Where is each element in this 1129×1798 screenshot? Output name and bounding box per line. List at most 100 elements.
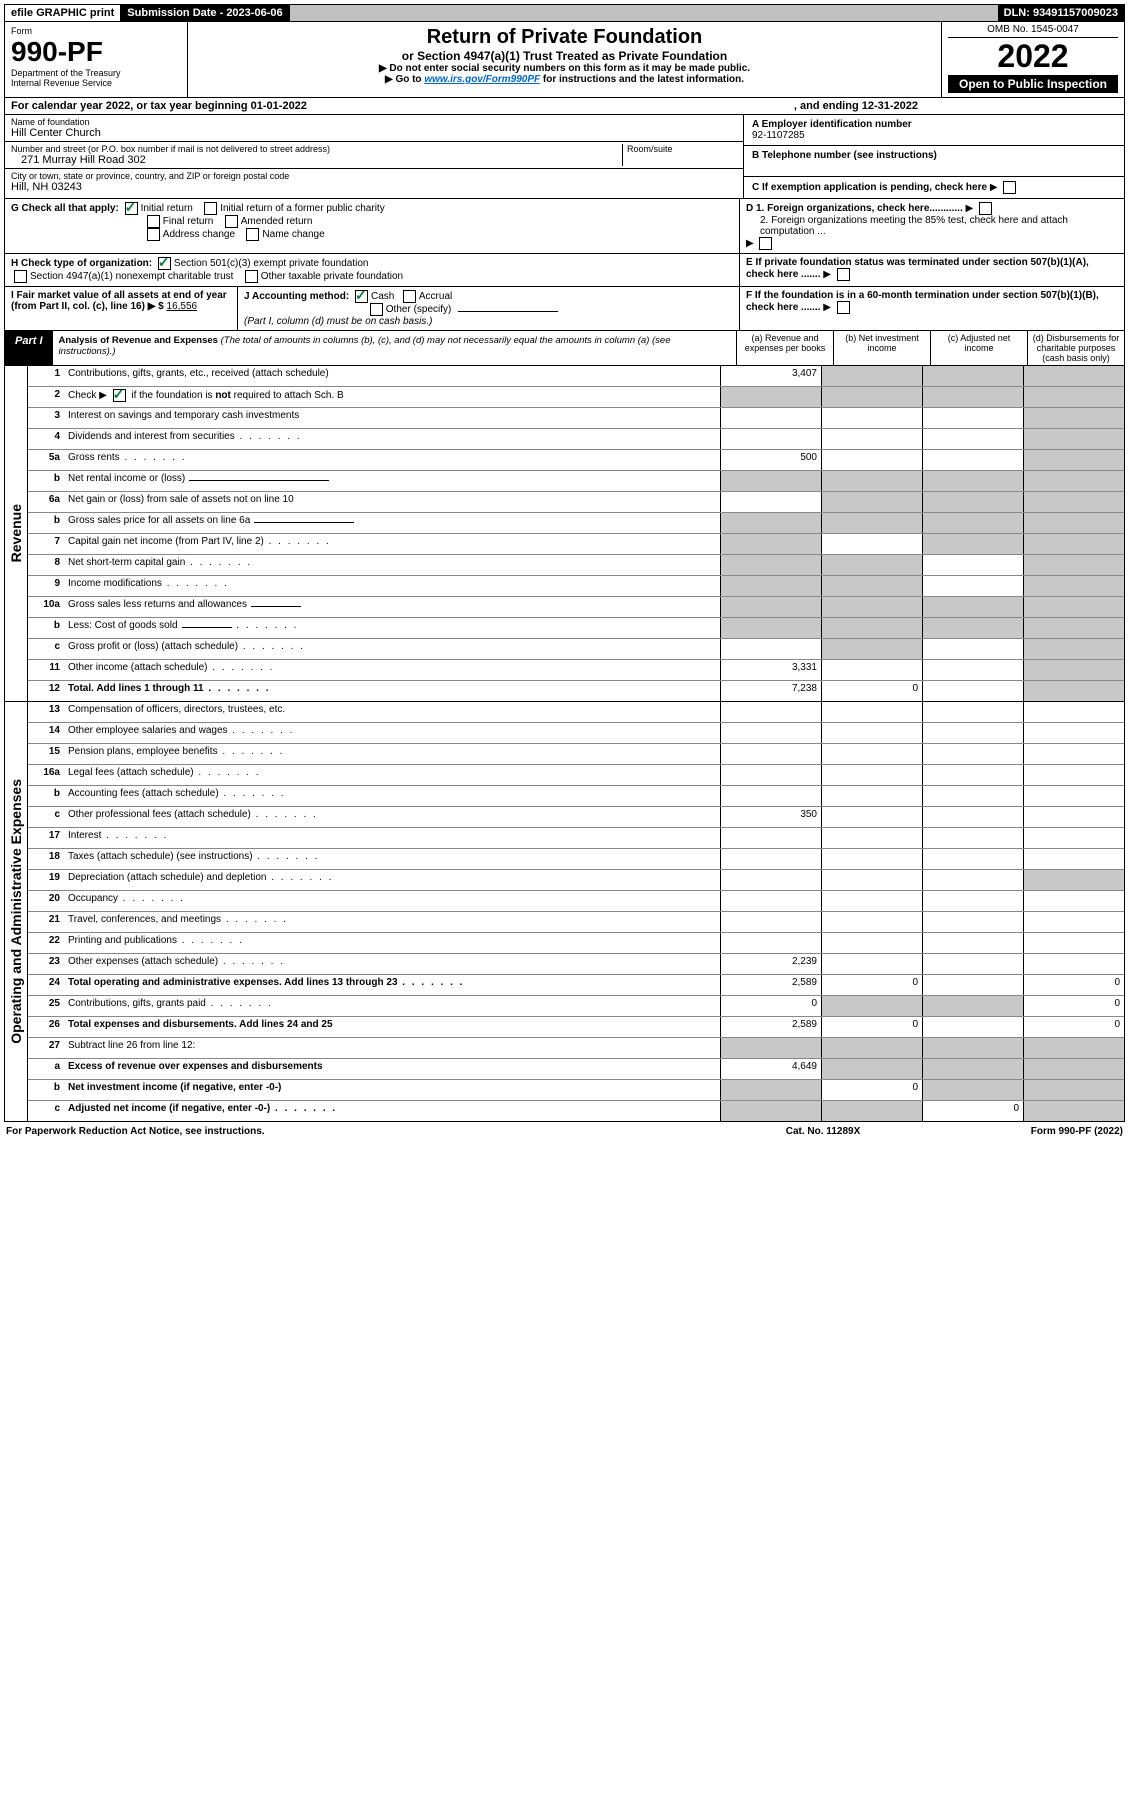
- row-27: Subtract line 26 from line 12:: [64, 1038, 720, 1058]
- city-label: City or town, state or province, country…: [11, 171, 737, 181]
- row-20: Occupancy: [64, 891, 720, 911]
- check-4947[interactable]: [14, 270, 27, 283]
- part1-header: Part I Analysis of Revenue and Expenses …: [4, 331, 1125, 366]
- check-other-taxable[interactable]: [245, 270, 258, 283]
- row-1: Contributions, gifts, grants, etc., rece…: [64, 366, 720, 386]
- row-8: Net short-term capital gain: [64, 555, 720, 575]
- check-501c3[interactable]: [158, 257, 171, 270]
- row-2: Check ▶ if the foundation is not require…: [64, 387, 720, 407]
- form-note-1: ▶ Do not enter social security numbers o…: [194, 63, 935, 74]
- ein-value: 92-1107285: [752, 130, 1116, 141]
- check-cash[interactable]: [355, 290, 368, 303]
- row-27b: Net investment income (if negative, ente…: [64, 1080, 720, 1100]
- city-state-zip: Hill, NH 03243: [11, 181, 737, 193]
- irs-label: Internal Revenue Service: [11, 78, 181, 88]
- row-10b: Less: Cost of goods sold: [64, 618, 720, 638]
- row-g-d: G Check all that apply: Initial return I…: [4, 199, 1125, 254]
- row-10a: Gross sales less returns and allowances: [64, 597, 720, 617]
- check-final[interactable]: [147, 215, 160, 228]
- calendar-year-line: For calendar year 2022, or tax year begi…: [4, 98, 1125, 115]
- h-label: H Check type of organization:: [11, 258, 152, 269]
- line-f: F If the foundation is in a 60-month ter…: [746, 290, 1099, 313]
- line-j-label: J Accounting method:: [244, 291, 349, 302]
- form-number: 990-PF: [11, 36, 181, 68]
- form-note-2: ▶ Go to www.irs.gov/Form990PF for instru…: [194, 74, 935, 85]
- line-j-note: (Part I, column (d) must be on cash basi…: [244, 316, 432, 327]
- row-6b: Gross sales price for all assets on line…: [64, 513, 720, 533]
- g-label: G Check all that apply:: [11, 203, 119, 214]
- row-19: Depreciation (attach schedule) and deple…: [64, 870, 720, 890]
- revenue-label: Revenue: [8, 504, 24, 562]
- line-i-value: 16,556: [167, 301, 198, 312]
- expenses-section: Operating and Administrative Expenses 13…: [4, 702, 1125, 1122]
- omb-no: OMB No. 1545-0047: [948, 22, 1118, 38]
- check-addr-change[interactable]: [147, 228, 160, 241]
- part1-tag: Part I: [5, 331, 53, 365]
- room-label: Room/suite: [627, 144, 737, 154]
- row-5a: Gross rents: [64, 450, 720, 470]
- part1-title: Analysis of Revenue and Expenses: [59, 335, 218, 346]
- row-10c: Gross profit or (loss) (attach schedule): [64, 639, 720, 659]
- row-15: Pension plans, employee benefits: [64, 744, 720, 764]
- row-18: Taxes (attach schedule) (see instruction…: [64, 849, 720, 869]
- row-4: Dividends and interest from securities: [64, 429, 720, 449]
- tax-year: 2022: [948, 38, 1118, 75]
- tel-label: B Telephone number (see instructions): [752, 150, 1116, 161]
- top-bar: efile GRAPHIC print Submission Date - 20…: [4, 4, 1125, 22]
- foundation-name: Hill Center Church: [11, 127, 737, 139]
- row-25: Contributions, gifts, grants paid: [64, 996, 720, 1016]
- row-i-j-f: I Fair market value of all assets at end…: [4, 287, 1125, 331]
- check-accrual[interactable]: [403, 290, 416, 303]
- identity-block: Name of foundation Hill Center Church Nu…: [4, 115, 1125, 199]
- check-d2[interactable]: [759, 237, 772, 250]
- form-title: Return of Private Foundation: [194, 26, 935, 49]
- row-27c: Adjusted net income (if negative, enter …: [64, 1101, 720, 1121]
- expenses-label: Operating and Administrative Expenses: [8, 779, 24, 1044]
- check-e[interactable]: [837, 268, 850, 281]
- line-d2: 2. Foreign organizations meeting the 85%…: [746, 215, 1118, 237]
- row-21: Travel, conferences, and meetings: [64, 912, 720, 932]
- row-14: Other employee salaries and wages: [64, 723, 720, 743]
- check-name-change[interactable]: [246, 228, 259, 241]
- form-subtitle: or Section 4947(a)(1) Trust Treated as P…: [194, 49, 935, 63]
- row-13: Compensation of officers, directors, tru…: [64, 702, 720, 722]
- efile-label: efile GRAPHIC print: [5, 5, 121, 21]
- row-9: Income modifications: [64, 576, 720, 596]
- name-label: Name of foundation: [11, 117, 737, 127]
- page-footer: For Paperwork Reduction Act Notice, see …: [4, 1122, 1125, 1141]
- row-16c: Other professional fees (attach schedule…: [64, 807, 720, 827]
- row-7: Capital gain net income (from Part IV, l…: [64, 534, 720, 554]
- irs-link[interactable]: www.irs.gov/Form990PF: [424, 74, 540, 85]
- form-ref: Form 990-PF (2022): [923, 1126, 1123, 1137]
- check-sch-b[interactable]: [113, 389, 126, 402]
- row-5b: Net rental income or (loss): [64, 471, 720, 491]
- check-c[interactable]: [1003, 181, 1016, 194]
- row-6a: Net gain or (loss) from sale of assets n…: [64, 492, 720, 512]
- paperwork-notice: For Paperwork Reduction Act Notice, see …: [6, 1126, 723, 1137]
- col-b-hdr: (b) Net investment income: [834, 331, 931, 365]
- line-c: C If exemption application is pending, c…: [752, 182, 987, 193]
- row-24: Total operating and administrative expen…: [64, 975, 720, 995]
- row-16a: Legal fees (attach schedule): [64, 765, 720, 785]
- line-e: E If private foundation status was termi…: [746, 257, 1089, 280]
- row-h-e: H Check type of organization: Section 50…: [4, 254, 1125, 287]
- submission-date: Submission Date - 2023-06-06: [121, 5, 289, 21]
- check-initial[interactable]: [125, 202, 138, 215]
- check-amended[interactable]: [225, 215, 238, 228]
- check-initial-former[interactable]: [204, 202, 217, 215]
- row-22: Printing and publications: [64, 933, 720, 953]
- row-27a: Excess of revenue over expenses and disb…: [64, 1059, 720, 1079]
- row-11: Other income (attach schedule): [64, 660, 720, 680]
- check-f[interactable]: [837, 301, 850, 314]
- form-header: Form 990-PF Department of the Treasury I…: [4, 22, 1125, 98]
- check-other-method[interactable]: [370, 303, 383, 316]
- row-23: Other expenses (attach schedule): [64, 954, 720, 974]
- line-d1: D 1. Foreign organizations, check here..…: [746, 203, 963, 214]
- col-a-hdr: (a) Revenue and expenses per books: [737, 331, 834, 365]
- row-16b: Accounting fees (attach schedule): [64, 786, 720, 806]
- dln: DLN: 93491157009023: [998, 5, 1124, 21]
- col-d-hdr: (d) Disbursements for charitable purpose…: [1028, 331, 1124, 365]
- check-d1[interactable]: [979, 202, 992, 215]
- row-12: Total. Add lines 1 through 11: [64, 681, 720, 701]
- revenue-section: Revenue 1Contributions, gifts, grants, e…: [4, 366, 1125, 702]
